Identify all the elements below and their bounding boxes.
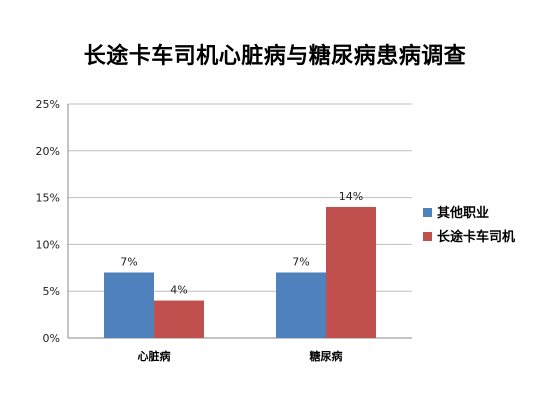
legend-label: 长途卡车司机 [437,229,515,245]
y-tick-labels: 0% 5% 10% 15% 20% 25% [36,98,60,345]
data-label: 14% [339,190,363,203]
y-tick-label: 10% [36,238,60,251]
bar [276,272,326,338]
data-label: 7% [120,255,137,268]
chart-title: 长途卡车司机心脏病与糖尿病患病调查 [83,44,467,69]
data-label: 4% [170,284,187,297]
bars [104,206,376,338]
bar [326,206,376,338]
data-label: 7% [292,255,309,268]
category-label: 心脏病 [138,349,171,363]
legend-swatch [423,208,432,217]
data-labels: 7% 4% 7% 14% [120,190,363,297]
legend-swatch [423,232,432,241]
legend-label: 其他职业 [437,205,489,221]
y-tick-label: 15% [36,192,60,205]
bar [154,300,204,338]
y-tick-label: 25% [36,98,60,111]
category-labels: 心脏病 糖尿病 [138,349,343,363]
category-label: 糖尿病 [310,349,343,363]
y-tick-label: 0% [43,332,60,345]
y-tick-label: 5% [43,285,60,298]
y-tick-label: 20% [36,145,60,158]
bar [104,272,154,338]
